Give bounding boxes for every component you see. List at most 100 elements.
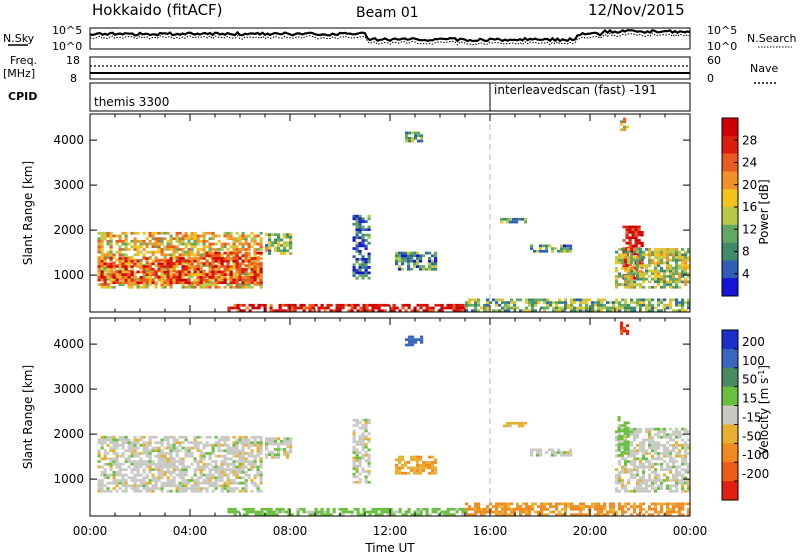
power-cell — [630, 261, 634, 265]
power-cell — [410, 267, 414, 271]
velocity-cell — [172, 446, 176, 450]
power-cell — [666, 267, 670, 270]
power-cell — [115, 250, 119, 254]
power-cell — [232, 253, 236, 257]
velocity-cell — [431, 469, 435, 472]
velocity-colorbar-swatch — [722, 367, 738, 387]
power-cell — [630, 280, 634, 284]
velocity-cell — [193, 435, 197, 439]
power-colorbar-swatch — [722, 242, 738, 261]
power-cell — [569, 249, 573, 253]
power-cell — [350, 303, 354, 307]
power-cell — [196, 272, 200, 276]
velocity-cell — [367, 440, 371, 444]
power-cell — [361, 217, 365, 221]
power-cell — [124, 269, 128, 273]
velocity-cell — [244, 479, 248, 482]
power-cell — [371, 303, 375, 307]
velocity-cell — [645, 460, 649, 463]
power-cell — [416, 303, 420, 307]
power-cell — [398, 259, 402, 263]
velocity-cell — [202, 468, 206, 471]
power-cell — [542, 244, 546, 248]
velocity-cell — [187, 487, 191, 490]
power-cell — [639, 301, 643, 304]
power-cell — [103, 256, 107, 259]
velocity-cell — [398, 466, 402, 470]
power-cell — [507, 301, 511, 304]
power-cell — [214, 283, 218, 286]
velocity-cell — [633, 457, 637, 461]
velocity-cell — [145, 476, 149, 480]
power-cell — [615, 261, 619, 265]
power-cell — [181, 281, 185, 285]
velocity-cell — [639, 481, 643, 485]
power-cell — [675, 277, 679, 281]
velocity-cell — [229, 468, 233, 471]
power-cell — [256, 234, 260, 238]
power-cell — [687, 298, 691, 302]
power-cell — [684, 283, 688, 286]
power-cell — [422, 267, 426, 271]
velocity-cell — [543, 513, 547, 516]
velocity-cell — [510, 510, 514, 514]
velocity-cell — [570, 505, 574, 508]
velocity-cell — [621, 513, 625, 516]
velocity-cell — [627, 471, 631, 474]
power-cell — [184, 245, 188, 249]
velocity-cell — [142, 471, 146, 474]
power-cell — [455, 303, 459, 307]
velocity-cell — [145, 444, 149, 447]
power-cell — [244, 278, 248, 282]
power-cell — [160, 242, 164, 246]
velocity-cell — [265, 453, 269, 457]
power-cell — [606, 309, 610, 312]
velocity-cell — [103, 462, 107, 466]
power-cell — [631, 228, 635, 231]
velocity-cell — [551, 448, 555, 452]
velocity-cell — [636, 457, 640, 461]
velocity-cell — [112, 438, 116, 442]
velocity-cell — [654, 457, 658, 461]
power-cell — [302, 306, 306, 310]
velocity-cell — [277, 456, 281, 459]
y-tick-label: 3000 — [53, 382, 84, 396]
velocity-cell — [256, 487, 260, 490]
velocity-cell — [504, 510, 508, 514]
velocity-cell — [620, 424, 624, 427]
velocity-cell — [253, 460, 257, 463]
power-cell — [151, 231, 155, 235]
power-cell — [603, 303, 607, 307]
power-cell — [241, 242, 245, 246]
velocity-cell — [408, 341, 412, 344]
velocity-cell — [190, 489, 194, 493]
velocity-cell — [320, 510, 324, 514]
power-cell — [401, 306, 405, 310]
power-cell — [618, 301, 622, 304]
power-cell — [106, 265, 110, 268]
velocity-cell — [235, 446, 239, 450]
velocity-cell — [367, 470, 371, 473]
power-cell — [563, 249, 567, 253]
power-cell — [178, 257, 182, 260]
velocity-cell — [609, 507, 613, 511]
power-cell — [229, 251, 233, 255]
power-cell — [640, 233, 644, 237]
velocity-cell — [202, 462, 206, 466]
velocity-cell — [506, 424, 510, 428]
power-cell — [615, 280, 619, 284]
power-cell — [106, 277, 110, 281]
velocity-cell — [232, 444, 236, 447]
power-cell — [226, 262, 230, 266]
power-cell — [648, 280, 652, 284]
velocity-cell — [136, 438, 140, 442]
velocity-cell — [145, 441, 149, 444]
power-cell — [414, 131, 418, 135]
velocity-cell — [480, 510, 484, 514]
velocity-cell — [540, 505, 544, 508]
velocity-cell — [419, 510, 423, 514]
velocity-cell — [97, 489, 101, 493]
velocity-cell — [626, 435, 630, 438]
power-cell — [154, 281, 158, 285]
power-cell — [570, 303, 574, 307]
